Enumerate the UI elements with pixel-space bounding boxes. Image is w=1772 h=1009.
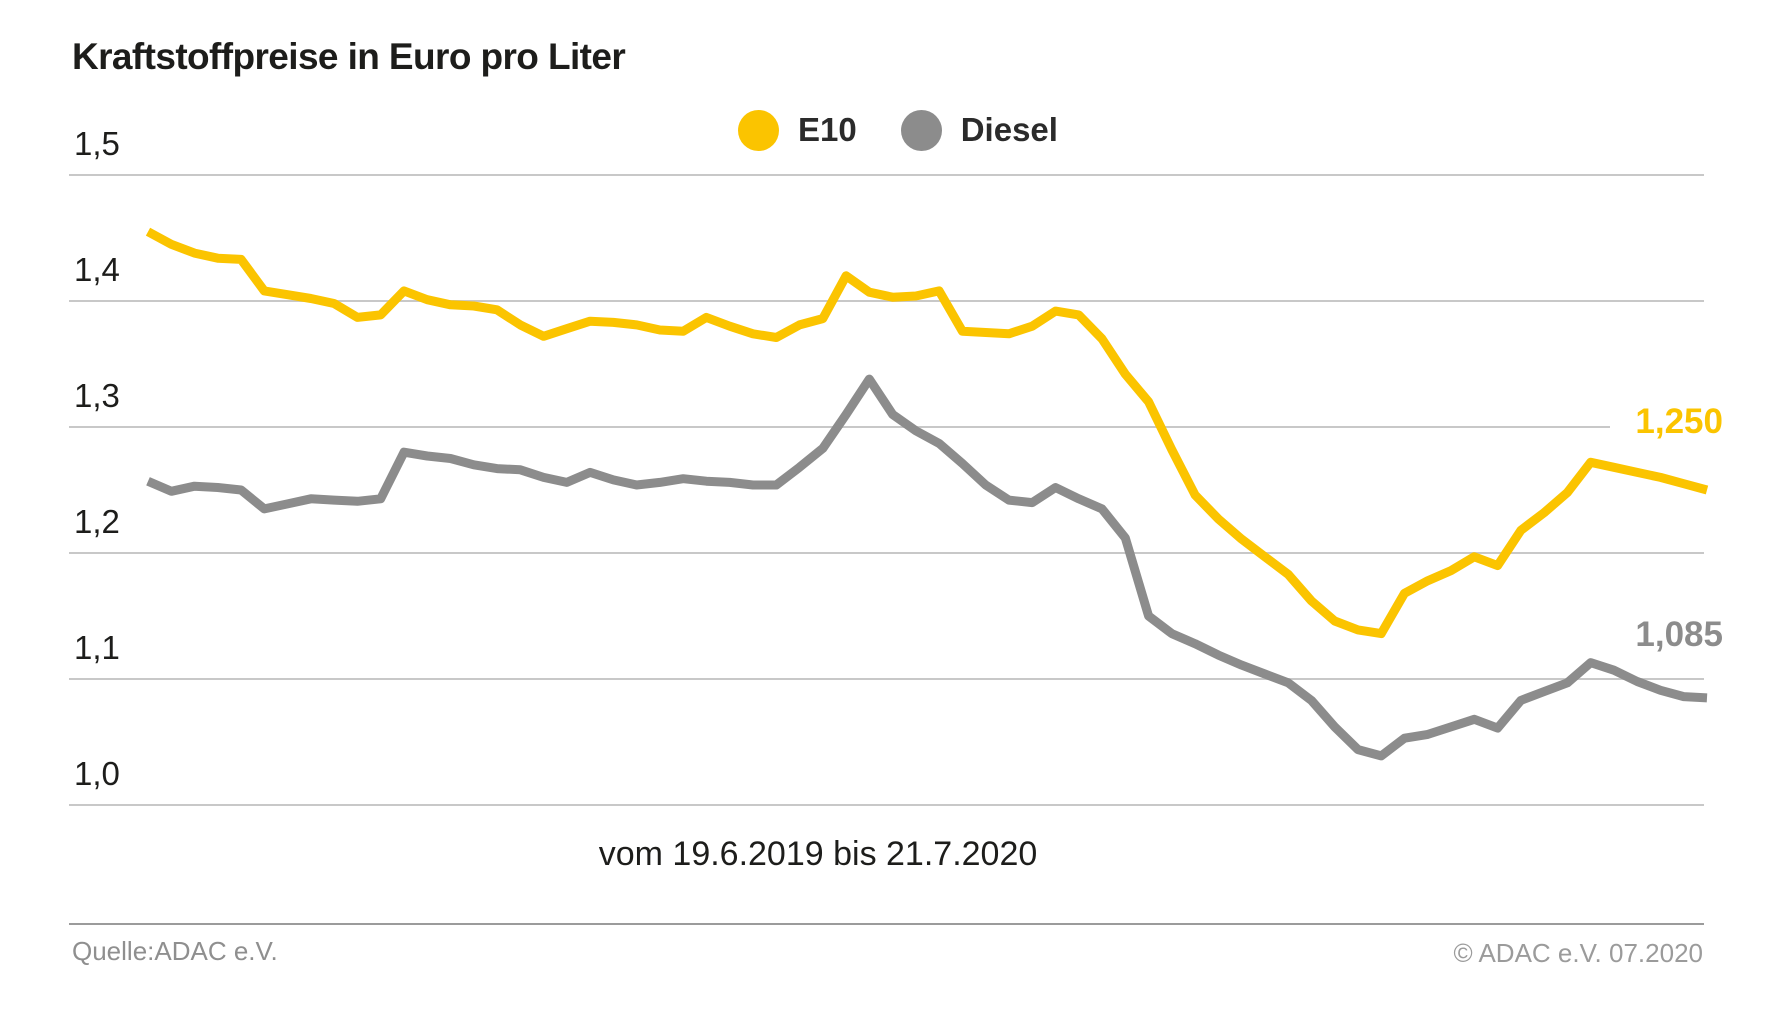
diesel-legend-dot-icon [900,109,942,151]
y-axis-tick-label: 1,1 [74,629,120,666]
footer-divider [69,923,1704,925]
y-axis-tick-label: 1,2 [74,503,120,540]
y-axis-tick-label: 1,0 [74,755,120,792]
legend: E10 Diesel [738,108,1058,152]
e10-legend-label: E10 [798,111,857,148]
source-credit: Quelle:ADAC e.V. [72,936,278,966]
chart-title: Kraftstoffpreise in Euro pro Liter [72,36,626,77]
y-axis-tick-label: 1,5 [74,125,120,162]
y-axis-tick-label: 1,3 [74,377,120,414]
y-axis-tick-label: 1,4 [74,251,120,288]
x-axis-range-label: vom 19.6.2019 bis 21.7.2020 [598,835,1038,873]
e10-end-value-label: 1,250 [1635,402,1723,441]
diesel-end-value-label: 1,085 [1635,615,1723,654]
copyright-notice: © ADAC e.V. 07.2020 [1453,938,1703,968]
e10-legend-dot-icon [738,109,779,151]
diesel-price-line [146,374,1708,761]
diesel-legend-label: Diesel [960,111,1058,148]
e10-price-line [145,227,1709,639]
